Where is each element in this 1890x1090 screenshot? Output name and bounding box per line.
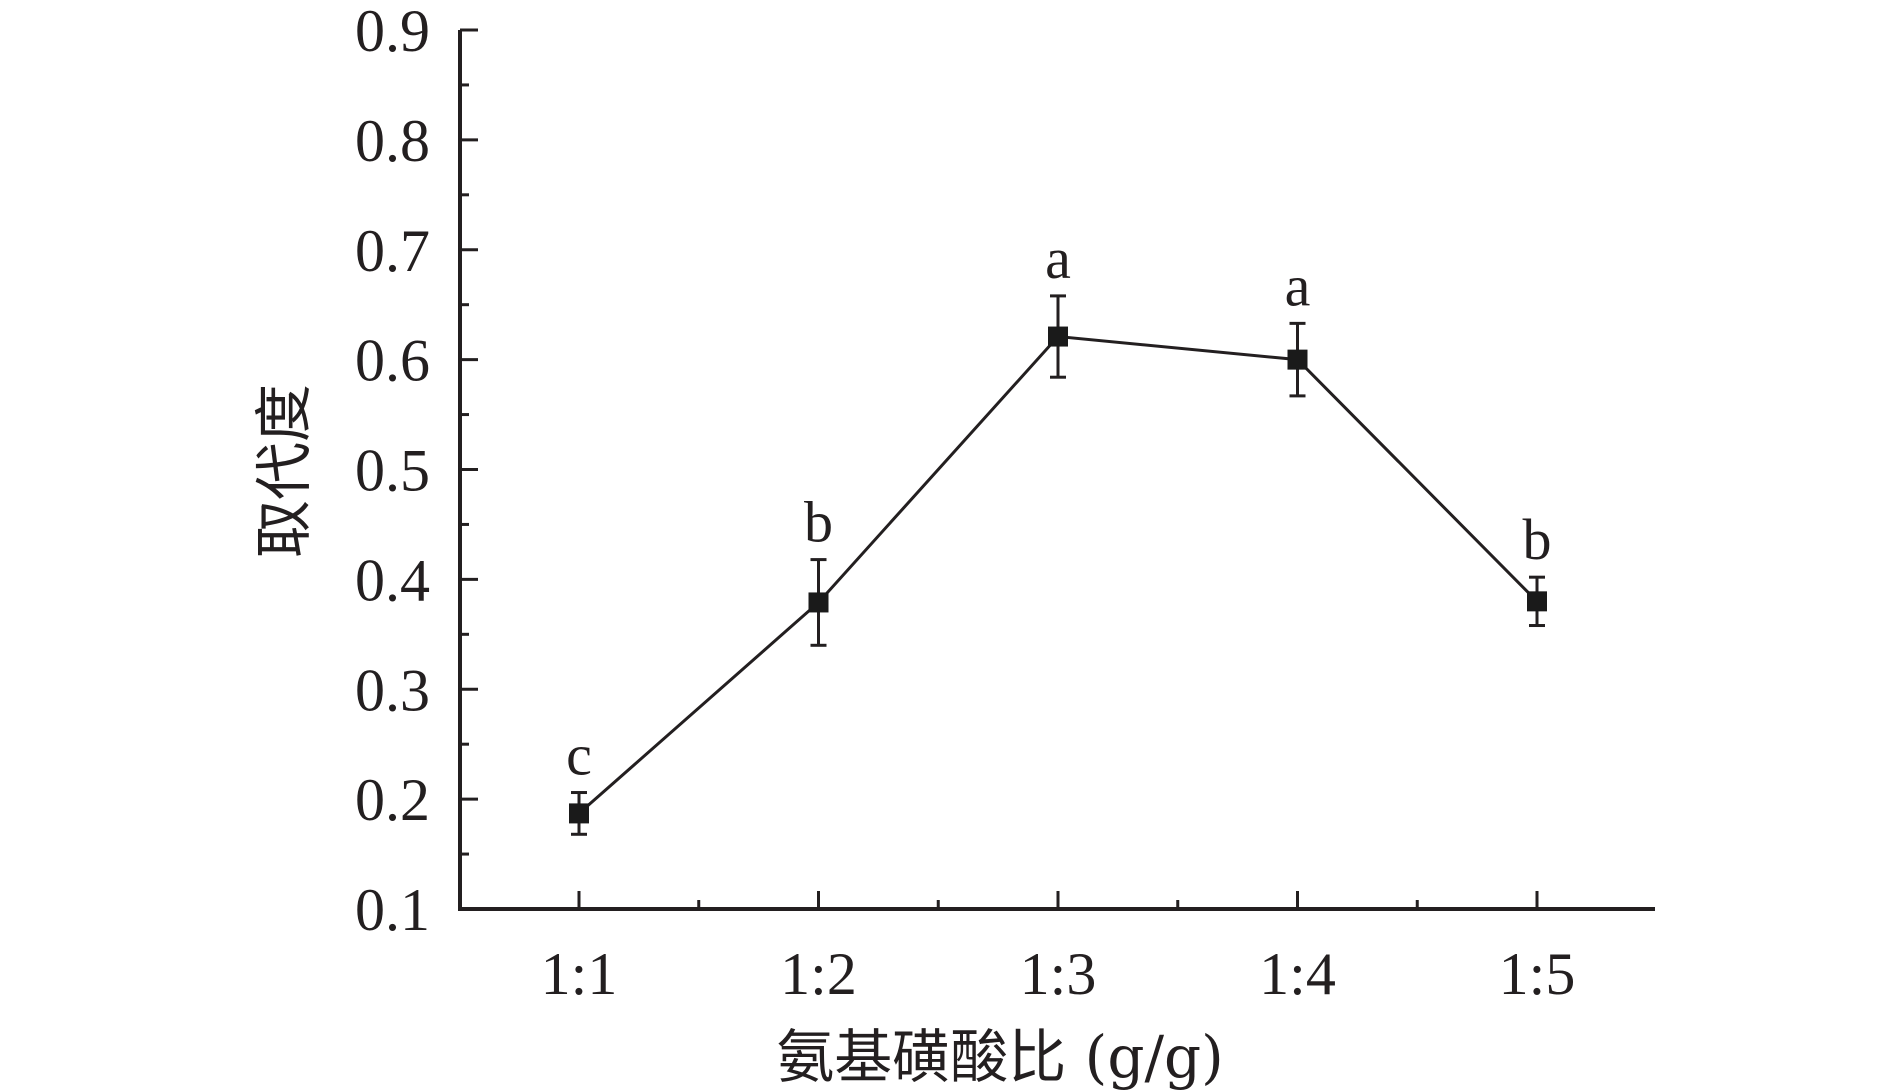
data-point-marker — [569, 803, 589, 824]
x-tick-label: 1:3 — [1020, 941, 1097, 1007]
significance-label: a — [1045, 226, 1071, 291]
y-tick-label: 0.7 — [355, 218, 430, 284]
axes — [458, 30, 1655, 911]
significance-label: b — [804, 490, 833, 555]
series-line — [578, 334, 1539, 815]
x-axis-title: 氨基磺酸比 (g/g) — [776, 1023, 1224, 1090]
significance-label: c — [566, 723, 592, 788]
y-tick-label: 0.2 — [355, 767, 430, 833]
y-tick-label: 0.8 — [355, 108, 430, 174]
x-tick-label: 1:2 — [780, 941, 857, 1007]
y-tick-label: 0.5 — [355, 438, 430, 504]
significance-label: b — [1523, 507, 1552, 572]
x-tick-label: 1:1 — [541, 941, 618, 1007]
data-point-marker — [808, 592, 829, 613]
data-point-marker — [1048, 326, 1068, 347]
y-tick-label: 0.3 — [355, 657, 430, 723]
y-ticks: 0.1 0.2 0.3 0.4 0.5 0.6 0.7 0.8 0.9 — [355, 0, 478, 943]
y-tick-label: 0.4 — [355, 547, 430, 613]
y-tick-label: 0.9 — [355, 0, 430, 64]
series: c b a a b — [566, 226, 1552, 836]
y-axis-title: 取代度 — [250, 384, 318, 558]
significance-label: a — [1285, 253, 1311, 318]
x-tick-label: 1:4 — [1259, 941, 1336, 1007]
y-tick-label: 0.6 — [355, 328, 430, 394]
y-tick-label: 0.1 — [355, 877, 430, 943]
data-point-marker — [1287, 349, 1308, 370]
x-tick-label: 1:5 — [1499, 941, 1576, 1007]
data-point-marker — [1527, 591, 1547, 612]
x-ticks: 1:1 1:2 1:3 1:4 1:5 — [541, 891, 1576, 1007]
